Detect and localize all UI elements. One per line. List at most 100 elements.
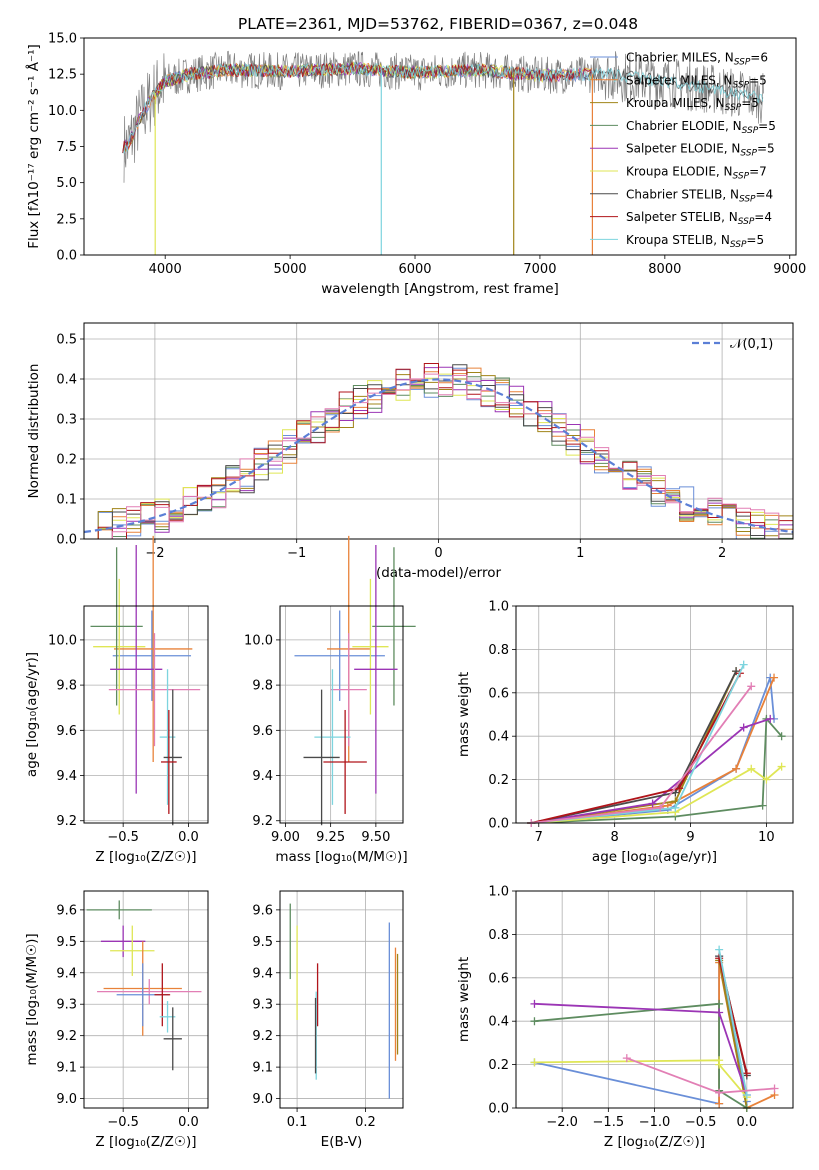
weight-point-marker	[739, 660, 748, 669]
y-axis-label: mass weight	[456, 672, 472, 757]
weight-point-marker	[766, 714, 775, 723]
legend-subscript: SSP	[740, 149, 757, 159]
axes-frame	[83, 890, 209, 1109]
y-tick-label: 0.0	[488, 817, 509, 832]
x-axis-label: E(B-V)	[321, 1134, 363, 1150]
weight-point-marker	[715, 1060, 724, 1069]
x-tick-label: −2	[145, 546, 164, 561]
spectrum-panel: 4000 5000 6000 7000 8000 9000 0.0 2.5 5.0 7.5 10.0…	[25, 32, 806, 298]
x-axis-label: (data-model)/error	[376, 565, 502, 581]
y-tick-label: 9.2	[56, 814, 77, 829]
legend-nssp-value: =5	[741, 96, 759, 110]
legend-subscript: SSP	[725, 103, 742, 113]
mass-age-panel: 9.00 9.25 9.50 9.2 9.4 9.6 9.8 10.0 mass [log₁₀(…	[244, 535, 416, 865]
weight-series-line	[534, 1002, 748, 1109]
y-tick-label: 2.5	[56, 212, 77, 227]
legend-nssp-value: =6	[750, 51, 768, 65]
weight-series-line	[531, 717, 771, 824]
y-tick-label: 12.5	[48, 68, 77, 83]
residuals-panel: −2 −1 0 1 2 0.0 0.1 0.2 0.3 0.4 0.5 (data-model)/er…	[26, 322, 794, 581]
x-tick-label: 9	[686, 830, 694, 845]
y-tick-label: 10.0	[48, 633, 77, 648]
x-axis-label: mass [log₁₀(M/M☉)]	[275, 849, 407, 865]
weight-point-marker	[762, 775, 771, 784]
legend-nssp-value: =4	[754, 210, 772, 224]
x-tick-label: 0.0	[736, 1115, 757, 1130]
weight-point-marker	[742, 1069, 751, 1078]
legend-nssp-value: =5	[749, 73, 767, 87]
weight-point-marker	[715, 954, 724, 963]
weight-point-marker	[732, 764, 741, 773]
y-axis-label: mass [log₁₀(M/M☉)]	[24, 933, 40, 1065]
y-tick-label: 9.3	[56, 998, 77, 1013]
y-tick-label: 0.2	[488, 773, 509, 788]
y-tick-label: 0.4	[488, 730, 509, 745]
y-axis-label: age [log₁₀(age/yr)]	[24, 652, 40, 777]
y-tick-label: 9.6	[252, 903, 273, 918]
x-axis-label: wavelength [Angstrom, rest frame]	[321, 281, 559, 297]
weight-point-marker	[530, 1017, 539, 1026]
axes-frame	[83, 605, 209, 824]
legend-entry: Salpeter STELIB, NSSP=4	[626, 210, 772, 227]
model-spectrum-9	[122, 61, 764, 154]
weight-point-marker	[715, 945, 724, 954]
y-tick-label: 9.0	[56, 1092, 77, 1107]
y-tick-label: 10.0	[48, 104, 77, 119]
weight-point-marker	[742, 1090, 751, 1099]
axes-frame	[515, 605, 794, 824]
weight-point-marker	[777, 732, 786, 741]
x-tick-label: 0.0	[178, 830, 199, 845]
x-tick-label: 5000	[274, 262, 307, 277]
y-tick-label: 9.3	[252, 998, 273, 1013]
weight-point-marker	[770, 673, 779, 682]
y-axis-label: mass weight	[456, 957, 472, 1042]
legend-entry: Kroupa STELIB, NSSP=5	[626, 233, 764, 250]
legend-subscript: SSP	[739, 194, 756, 204]
x-tick-label: −1	[287, 546, 306, 561]
legend-model-name: Kroupa ELODIE, N	[626, 165, 733, 179]
y-tick-label: 9.5	[252, 935, 273, 950]
age-weight-panel: 7 8 9 10 0.0 0.2 0.4 0.6 0.8 1.0 age [log₁₀(age/yr…	[456, 600, 794, 865]
y-tick-label: 0.8	[488, 643, 509, 658]
weight-point-marker	[715, 1088, 724, 1097]
weight-point-marker	[770, 1084, 779, 1093]
x-tick-label: 9.50	[361, 830, 390, 845]
legend-model-name: Kroupa STELIB, N	[626, 233, 730, 247]
legend-entry: Chabrier ELODIE, NSSP=5	[626, 119, 776, 136]
legend-subscript: SSP	[738, 217, 755, 227]
z-mass-panel: −0.5 0.0 9.0 9.1 9.2 9.3 9.4 9.5 9.6 Z [log₁₀(Z/Z…	[24, 890, 209, 1150]
axes-frame	[279, 890, 404, 1109]
x-tick-label: 1	[576, 546, 584, 561]
x-tick-label: −1.0	[639, 1115, 671, 1130]
y-tick-label: 0.2	[56, 453, 77, 468]
legend-entry: Kroupa MILES, NSSP=5	[626, 96, 759, 113]
legend-nssp-value: =4	[756, 187, 774, 201]
y-tick-label: 0.0	[56, 533, 77, 548]
x-tick-label: 2	[718, 546, 726, 561]
x-tick-label: −2.0	[546, 1115, 578, 1130]
y-tick-label: 1.0	[488, 600, 509, 615]
weight-point-marker	[715, 1099, 724, 1108]
y-tick-label: 0.4	[56, 373, 77, 388]
y-tick-label: 0.6	[488, 686, 509, 701]
legend-entry: 𝒩(0,1)	[730, 337, 773, 352]
y-tick-label: 9.2	[252, 1029, 273, 1044]
legend-model-name: Chabrier ELODIE, N	[626, 119, 742, 133]
y-tick-label: 9.4	[56, 769, 77, 784]
legend-subscript: SSP	[730, 240, 747, 250]
weight-point-marker	[671, 803, 680, 812]
x-tick-label: 6000	[398, 262, 431, 277]
y-tick-label: 9.0	[252, 1092, 273, 1107]
legend-entry: Kroupa ELODIE, NSSP=7	[626, 165, 767, 182]
y-axis-label: Normed distribution	[26, 364, 42, 499]
weight-point-marker	[648, 799, 657, 808]
legend-model-name: Chabrier MILES, N	[626, 51, 734, 65]
y-tick-label: 9.2	[56, 1029, 77, 1044]
y-tick-label: 0.5	[56, 333, 77, 348]
legend-nssp-value: =7	[749, 165, 767, 179]
y-tick-label: 0.4	[488, 1015, 509, 1030]
weight-point-marker	[758, 801, 767, 810]
x-tick-label: 9.25	[316, 830, 345, 845]
axes-frame	[515, 890, 794, 1109]
